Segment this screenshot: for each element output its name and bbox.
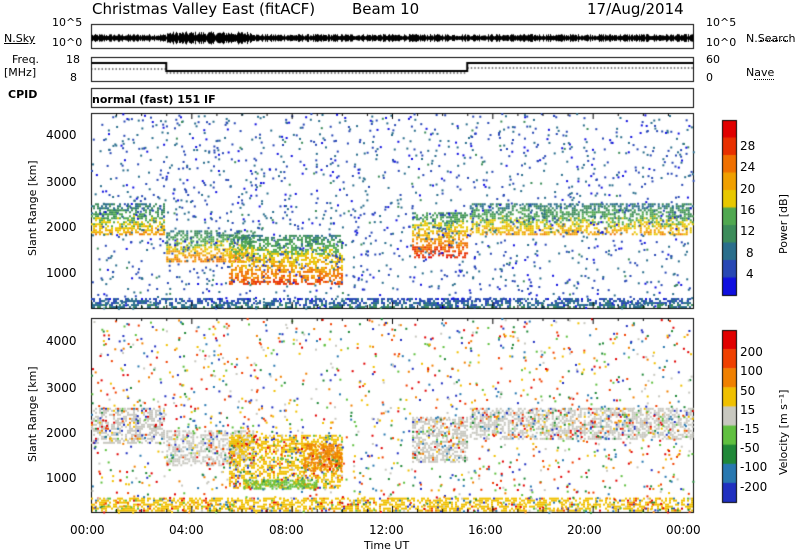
velocity-cbar-tick: -50 xyxy=(740,441,760,455)
velocity-ytick: 1000 xyxy=(46,471,77,485)
power-cbar-tick: 28 xyxy=(740,139,756,153)
time-tick: 20:00 xyxy=(567,523,602,537)
velocity-cbar-tick: 200 xyxy=(740,345,763,359)
cpid-label: CPID xyxy=(8,88,38,101)
time-tick: 00:00 xyxy=(666,523,701,537)
time-tick: 16:00 xyxy=(468,523,503,537)
velocity-cbar-tick: -15 xyxy=(740,422,760,436)
time-tick: 04:00 xyxy=(169,523,204,537)
power-cbar-label: Power [dB] xyxy=(777,194,790,254)
power-ytick: 3000 xyxy=(46,175,77,189)
nsky-label: N.Sky xyxy=(4,32,36,45)
power-cbar-tick: 20 xyxy=(740,182,756,196)
station-title: Christmas Valley East (fitACF) xyxy=(92,0,316,18)
nsky-tick-bottom: 10^0 xyxy=(52,36,83,49)
nsearch-tick-bottom: 10^0 xyxy=(706,36,737,49)
power-cbar-tick: 12 xyxy=(740,224,756,238)
power-ytick: 1000 xyxy=(46,266,77,280)
velocity-ytick: 4000 xyxy=(46,334,77,348)
power-ytick: 2000 xyxy=(46,220,77,234)
time-tick: 12:00 xyxy=(369,523,404,537)
nsearch-tick-top: 10^5 xyxy=(706,16,737,29)
cpid-value: normal (fast) 151 IF xyxy=(92,93,216,106)
nave-tick-top: 60 xyxy=(706,53,720,66)
date-label: 17/Aug/2014 xyxy=(587,0,684,18)
velocity-cbar-tick: 100 xyxy=(740,364,763,378)
velocity-ytick: 2000 xyxy=(46,426,77,440)
power-cbar-tick: 8 xyxy=(746,246,754,260)
time-axis-label: Time UT xyxy=(364,539,410,552)
nave-tick-bottom: 0 xyxy=(706,71,713,84)
velocity-cbar-label: Velocity [m s⁻¹] xyxy=(777,389,790,475)
power-ylabel: Slant Range [km] xyxy=(26,160,39,256)
time-tick: 08:00 xyxy=(269,523,304,537)
freq-tick-top: 18 xyxy=(66,53,80,66)
velocity-ylabel: Slant Range [km] xyxy=(26,366,39,462)
power-cbar-tick: 16 xyxy=(740,203,756,217)
freq-unit-label: [MHz] xyxy=(4,66,37,79)
velocity-cbar-tick: -200 xyxy=(740,480,768,494)
nsearch-legend-line xyxy=(760,40,788,41)
velocity-cbar-tick: 50 xyxy=(740,384,756,398)
freq-label: Freq. xyxy=(12,53,40,66)
beam-label: Beam 10 xyxy=(352,0,420,18)
velocity-cbar-tick: -100 xyxy=(740,460,768,474)
power-ytick: 4000 xyxy=(46,128,77,142)
nave-label: Nave xyxy=(746,66,775,79)
freq-tick-bottom: 8 xyxy=(70,71,77,84)
velocity-ytick: 3000 xyxy=(46,381,77,395)
velocity-cbar-tick: 15 xyxy=(740,403,756,417)
power-cbar-tick: 24 xyxy=(740,160,756,174)
nsearch-label: N.Search xyxy=(746,32,796,45)
nave-legend-line xyxy=(754,79,774,80)
time-tick: 00:00 xyxy=(70,523,105,537)
power-cbar-tick: 4 xyxy=(746,267,754,281)
nsky-tick-top: 10^5 xyxy=(52,16,83,29)
